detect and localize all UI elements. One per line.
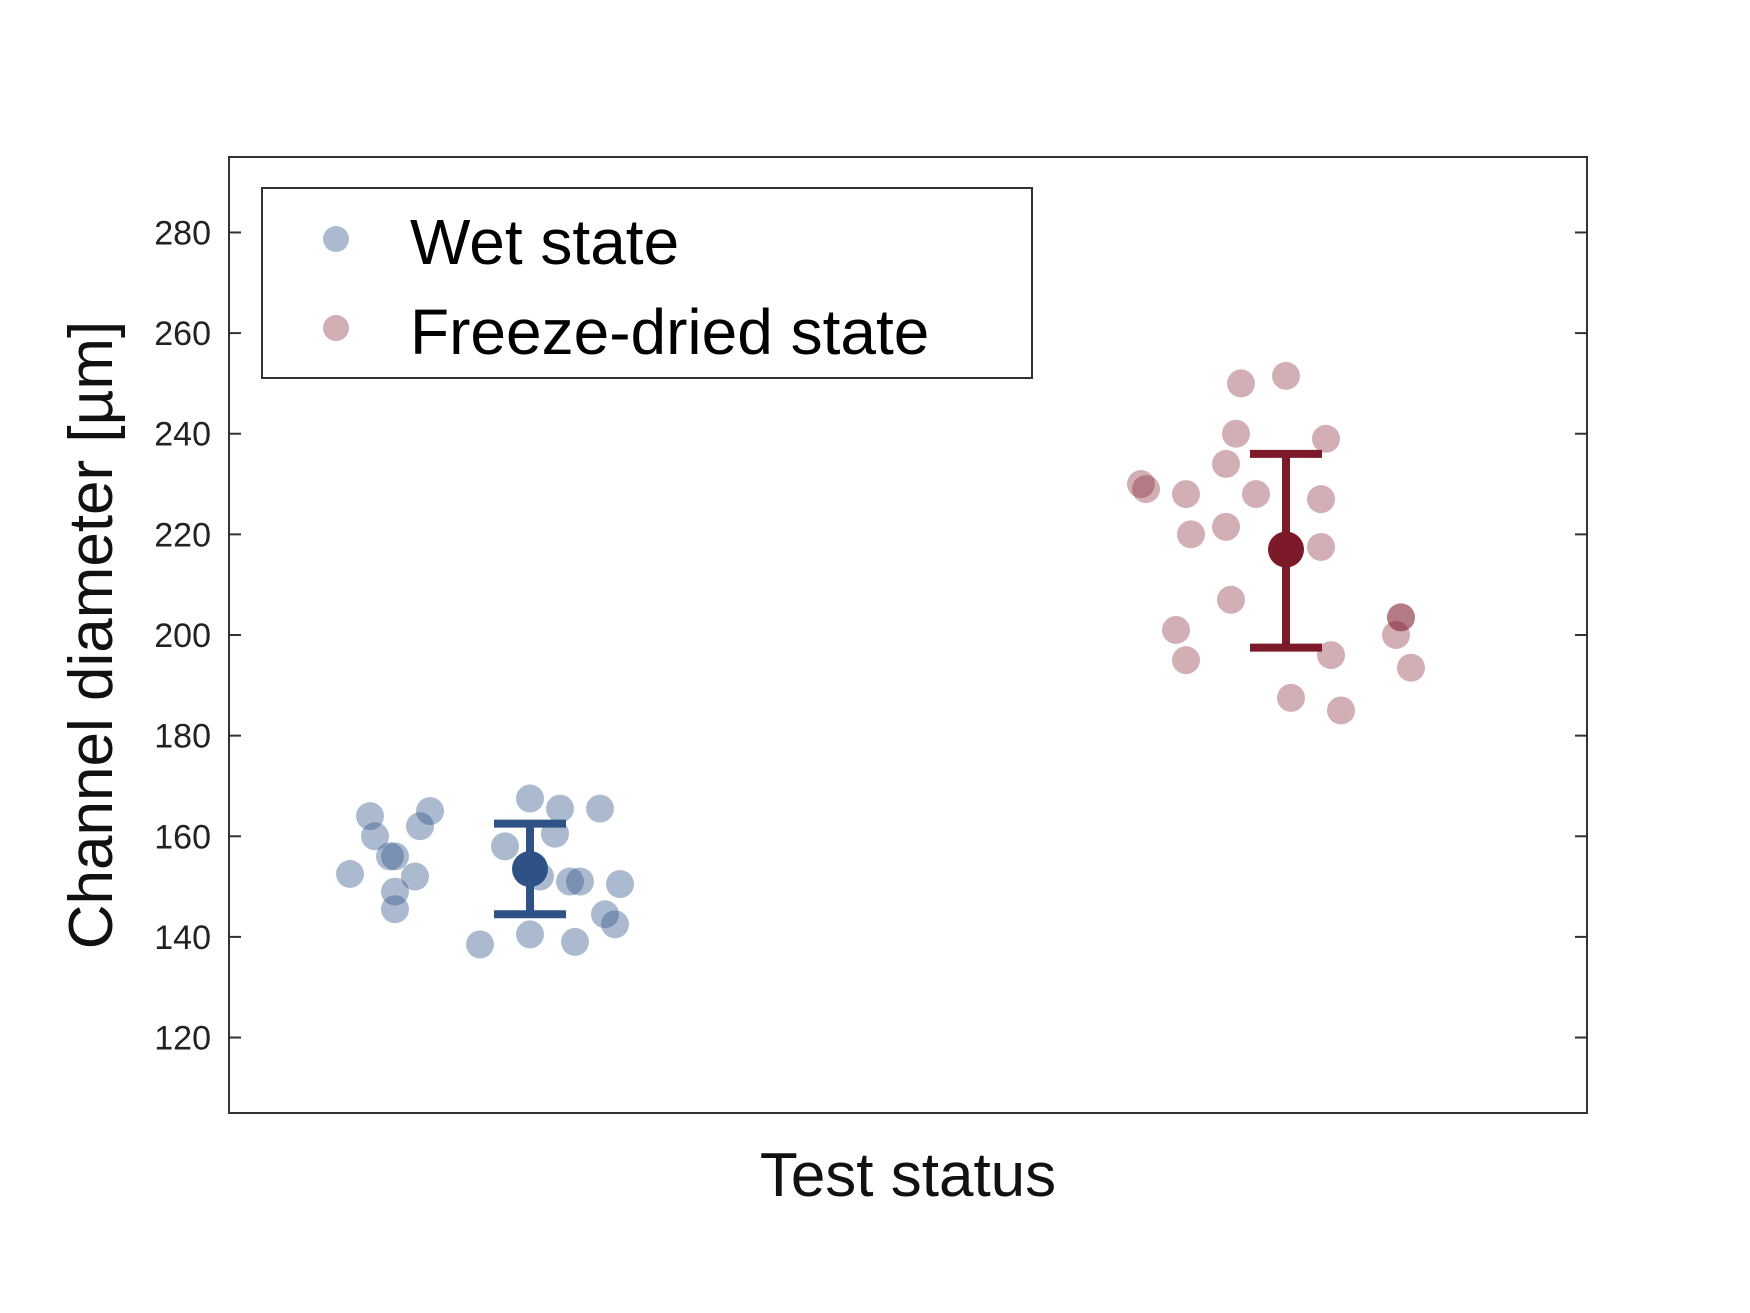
- data-point-freeze-dried-state: [1387, 603, 1415, 632]
- data-point-freeze-dried-state: [1382, 621, 1410, 649]
- data-point-wet-state: [491, 832, 519, 861]
- data-point-wet-state: [566, 867, 594, 896]
- data-point-freeze-dried-state: [1307, 532, 1335, 561]
- data-point-wet-state: [606, 870, 634, 899]
- y-tick-label: 120: [154, 1020, 211, 1058]
- data-point-freeze-dried-state: [1387, 603, 1415, 632]
- data-point-wet-state: [546, 794, 574, 823]
- data-point-wet-state: [406, 812, 434, 841]
- data-point-freeze-dried-state: [1177, 520, 1205, 549]
- data-point-freeze-dried-state: [1277, 683, 1305, 712]
- data-point-freeze-dried-state: [1307, 485, 1335, 514]
- legend-marker-freeze-dried-state: [323, 315, 349, 341]
- y-tick-label: 160: [154, 818, 211, 856]
- data-point-freeze-dried-state: [1127, 470, 1155, 499]
- data-point-wet-state: [381, 877, 409, 906]
- data-point-freeze-dried-state: [1317, 641, 1345, 670]
- legend-marker-wet-state: [323, 226, 349, 252]
- data-point-freeze-dried-state: [1242, 480, 1270, 509]
- data-point-freeze-dried-state: [1227, 369, 1255, 398]
- data-point-freeze-dried-state: [1312, 424, 1340, 453]
- data-point-wet-state: [381, 842, 409, 871]
- data-point-wet-state: [516, 784, 544, 813]
- mean-point-wet-state: [512, 850, 548, 887]
- data-point-wet-state: [591, 900, 619, 929]
- data-point-freeze-dried-state: [1217, 585, 1245, 614]
- y-tick-label: 200: [154, 617, 211, 655]
- data-point-wet-state: [361, 822, 389, 851]
- data-point-wet-state: [381, 895, 409, 924]
- y-tick-label: 140: [154, 919, 211, 957]
- data-point-freeze-dried-state: [1272, 361, 1300, 390]
- x-axis-title: Test status: [760, 1141, 1056, 1210]
- legend: Wet state Freeze-dried state: [261, 187, 1033, 379]
- y-tick-label: 220: [154, 516, 211, 554]
- error-bars-layer: [494, 449, 1322, 919]
- mean-point-freeze-dried-state: [1268, 531, 1304, 568]
- y-tick-label: 180: [154, 718, 211, 756]
- data-point-wet-state: [376, 842, 404, 871]
- y-tick-label: 280: [154, 214, 211, 252]
- data-point-wet-state: [516, 920, 544, 949]
- data-point-wet-state: [356, 802, 384, 831]
- data-point-freeze-dried-state: [1162, 615, 1190, 644]
- data-point-wet-state: [586, 794, 614, 823]
- data-point-wet-state: [416, 797, 444, 826]
- data-point-freeze-dried-state: [1327, 696, 1355, 725]
- legend-box: [261, 187, 1033, 379]
- data-point-wet-state: [561, 927, 589, 956]
- legend-label-freeze-dried-state: Freeze-dried state: [410, 296, 929, 368]
- data-point-freeze-dried-state: [1397, 653, 1425, 682]
- y-tick-label: 260: [154, 315, 211, 353]
- data-points-layer: [336, 361, 1425, 959]
- data-point-freeze-dried-state: [1132, 475, 1160, 504]
- data-point-wet-state: [466, 930, 494, 959]
- data-point-freeze-dried-state: [1222, 419, 1250, 448]
- data-point-freeze-dried-state: [1212, 449, 1240, 478]
- y-tick-label: 240: [154, 416, 211, 454]
- data-point-wet-state: [601, 910, 629, 939]
- y-axis-title: Channel diameter [µm]: [57, 321, 126, 949]
- data-point-wet-state: [401, 862, 429, 891]
- data-point-freeze-dried-state: [1172, 646, 1200, 675]
- data-point-freeze-dried-state: [1212, 512, 1240, 541]
- data-point-freeze-dried-state: [1172, 480, 1200, 509]
- data-point-wet-state: [556, 867, 584, 896]
- data-point-wet-state: [336, 860, 364, 888]
- legend-label-wet-state: Wet state: [410, 206, 679, 278]
- y-axis-ticks: 120 140 160 180 200 220 240 260 280: [154, 214, 1587, 1058]
